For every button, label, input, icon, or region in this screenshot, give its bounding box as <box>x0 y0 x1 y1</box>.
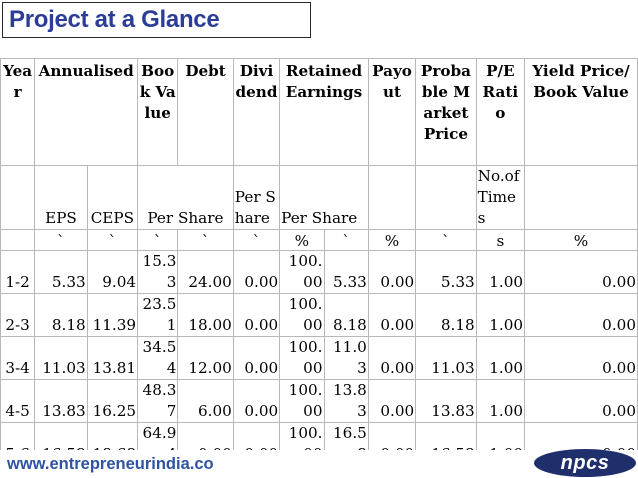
cell-dividend: 0.00 <box>232 250 281 294</box>
cell-ceps: 13.81 <box>86 336 139 380</box>
table-row: 4-5 13.83 16.25 48.37 6.00 0.00 100.00 1… <box>0 379 638 423</box>
cell-ceps: 9.04 <box>86 250 139 294</box>
subheader-no-of-times: No.of Times <box>475 165 526 230</box>
cell-retained-pct: 100.00 <box>279 250 325 294</box>
cell-price: 13.83 <box>415 379 477 423</box>
cell-eps: 8.18 <box>34 293 88 337</box>
unit-yield: % <box>524 229 638 251</box>
header-dividend: Dividend <box>232 58 281 166</box>
cell-yield: 0.00 <box>524 293 638 337</box>
cell-retained-amt: 8.18 <box>323 293 369 337</box>
cell-book: 34.54 <box>137 336 179 380</box>
unit-dividend: ` <box>232 229 281 251</box>
cell-yield: 0.00 <box>524 336 638 380</box>
cell-retained-pct: 100.00 <box>279 379 325 423</box>
page-title: Project at a Glance <box>9 6 220 33</box>
cell-debt: 18.00 <box>177 293 234 337</box>
cell-debt: 6.00 <box>177 379 234 423</box>
subheader-per-share-dividend: Per Share <box>232 165 281 230</box>
cell-yield: 0.00 <box>524 379 638 423</box>
unit-retained-pct: % <box>279 229 325 251</box>
cell-retained-amt: 5.33 <box>323 250 369 294</box>
cell-year: 4-5 <box>0 379 36 423</box>
cell-eps: 11.03 <box>34 336 88 380</box>
header-retained-earnings: Retained Earnings <box>279 58 369 166</box>
logo-text: npcs <box>560 451 610 474</box>
cell-pe: 1.00 <box>475 336 526 380</box>
cell-year: 2-3 <box>0 293 36 337</box>
cell-ceps: 16.25 <box>86 379 139 423</box>
header-annualised: Annualised <box>34 58 139 166</box>
footer-bar <box>0 450 638 478</box>
unit-payout: % <box>367 229 417 251</box>
header-year: Year <box>0 58 36 166</box>
cell-price: 11.03 <box>415 336 477 380</box>
header-yield: Yield Price/ Book Value <box>524 58 638 166</box>
unit-retained-amt: ` <box>323 229 369 251</box>
header-debt: Debt <box>177 58 234 166</box>
cell-debt: 12.00 <box>177 336 234 380</box>
npcs-logo: npcs <box>534 449 636 477</box>
footer-url[interactable]: www.entrepreneurindia.co <box>7 455 214 473</box>
cell-retained-pct: 100.00 <box>279 293 325 337</box>
cell-eps: 5.33 <box>34 250 88 294</box>
subheader-per-share-retained: Per Share <box>279 165 369 230</box>
cell-book: 15.33 <box>137 250 179 294</box>
cell-price: 5.33 <box>415 250 477 294</box>
header-row: Year Annualised Book Value Debt Dividend… <box>0 58 638 166</box>
cell-book: 48.37 <box>137 379 179 423</box>
header-pe-ratio: P/E Ratio <box>475 58 526 166</box>
cell-debt: 24.00 <box>177 250 234 294</box>
cell-book: 23.51 <box>137 293 179 337</box>
unit-book-value: ` <box>137 229 179 251</box>
table-row: 1-2 5.33 9.04 15.33 24.00 0.00 100.00 5.… <box>0 250 638 294</box>
unit-debt: ` <box>177 229 234 251</box>
header-book-value: Book Value <box>137 58 179 166</box>
cell-payout: 0.00 <box>367 336 417 380</box>
cell-dividend: 0.00 <box>232 379 281 423</box>
cell-year: 3-4 <box>0 336 36 380</box>
project-table: Year Annualised Book Value Debt Dividend… <box>0 58 638 466</box>
cell-dividend: 0.00 <box>232 336 281 380</box>
cell-retained-pct: 100.00 <box>279 336 325 380</box>
cell-year: 1-2 <box>0 250 36 294</box>
cell-ceps: 11.39 <box>86 293 139 337</box>
subheader-per-share-book: Per Share <box>137 165 234 230</box>
cell-pe: 1.00 <box>475 379 526 423</box>
cell-dividend: 0.00 <box>232 293 281 337</box>
subheader-eps: EPS <box>34 165 88 230</box>
cell-pe: 1.00 <box>475 293 526 337</box>
cell-pe: 1.00 <box>475 250 526 294</box>
unit-market-price: ` <box>415 229 477 251</box>
cell-yield: 0.00 <box>524 250 638 294</box>
cell-payout: 0.00 <box>367 293 417 337</box>
cell-payout: 0.00 <box>367 250 417 294</box>
header-payout: Payout <box>367 58 417 166</box>
cell-retained-amt: 13.83 <box>323 379 369 423</box>
table-row: 2-3 8.18 11.39 23.51 18.00 0.00 100.00 8… <box>0 293 638 337</box>
unit-ceps: ` <box>86 229 139 251</box>
table-row: 5-6 16.58 18.68 64.94 0.00 0.00 100.00 1… <box>0 422 638 466</box>
subheader-ceps: CEPS <box>86 165 139 230</box>
table-row: 3-4 11.03 13.81 34.54 12.00 0.00 100.00 … <box>0 336 638 380</box>
title-box: Project at a Glance <box>2 2 311 38</box>
unit-row: ` ` ` ` ` % ` % ` s % <box>0 229 638 251</box>
cell-payout: 0.00 <box>367 379 417 423</box>
unit-eps: ` <box>34 229 88 251</box>
cell-retained-amt: 11.03 <box>323 336 369 380</box>
header-probable-market-price: Probable Market Price <box>415 58 477 166</box>
cell-eps: 13.83 <box>34 379 88 423</box>
unit-pe-ratio: s <box>475 229 526 251</box>
cell-price: 8.18 <box>415 293 477 337</box>
subheader-row: EPS CEPS Per Share Per Share Per Share N… <box>0 165 638 230</box>
